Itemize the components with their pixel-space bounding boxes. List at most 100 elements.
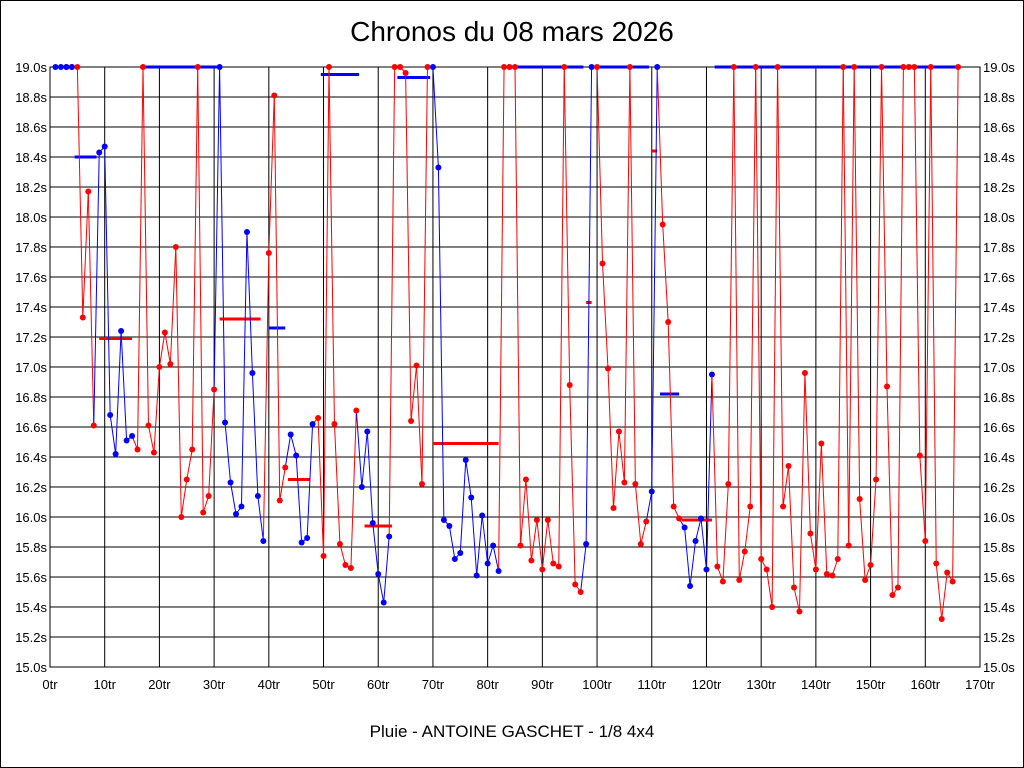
series-line-segment xyxy=(667,321,675,507)
data-point xyxy=(145,422,152,429)
data-point xyxy=(747,503,754,510)
series-line-segment xyxy=(333,423,341,545)
data-point xyxy=(90,422,97,429)
data-point xyxy=(211,386,218,393)
data-point xyxy=(654,64,661,70)
y-tick-label-right: 17.8s xyxy=(983,240,1015,255)
series-line-segment xyxy=(76,66,84,318)
data-point xyxy=(68,64,75,70)
data-point xyxy=(698,515,704,522)
series-line-segment xyxy=(738,551,746,581)
series-line-segment xyxy=(290,434,297,456)
data-point xyxy=(894,584,901,591)
series-line-segment xyxy=(777,66,784,507)
grid-lines xyxy=(49,66,981,668)
chart-title: Chronos du 08 mars 2026 xyxy=(350,16,674,47)
data-point xyxy=(528,557,535,564)
y-tick-label: 16.6s xyxy=(15,420,47,435)
y-tick-label-right: 15.6s xyxy=(983,570,1015,585)
data-point xyxy=(85,188,92,195)
data-point xyxy=(719,578,726,585)
y-tick-label-right: 16.6s xyxy=(983,420,1015,435)
data-point xyxy=(96,149,103,156)
data-point xyxy=(594,64,601,70)
y-tick-label-right: 18.0s xyxy=(983,210,1015,225)
data-point xyxy=(758,556,765,562)
series-line-segment xyxy=(536,519,543,570)
data-point xyxy=(544,517,551,523)
series-line-segment xyxy=(410,365,418,422)
data-point xyxy=(320,553,327,559)
series-line-segment xyxy=(700,518,707,570)
data-point xyxy=(287,431,294,438)
series-line-segment xyxy=(153,366,160,453)
series-line-segment xyxy=(470,497,478,576)
data-point xyxy=(840,64,847,70)
data-point xyxy=(140,64,146,70)
series-line-segment xyxy=(377,573,385,603)
data-point xyxy=(566,382,573,388)
series-line-segment xyxy=(355,410,363,488)
series-line-segment xyxy=(142,66,149,426)
data-point xyxy=(347,565,354,571)
y-tick-label-right: 18.2s xyxy=(983,180,1015,195)
data-point xyxy=(254,493,261,499)
data-point xyxy=(178,514,185,520)
series-line-segment xyxy=(913,66,921,456)
series-line-segment xyxy=(175,246,182,518)
series-line-segment xyxy=(640,521,647,545)
series-points xyxy=(52,64,962,622)
y-tick-label-right: 16.0s xyxy=(983,510,1015,525)
data-point xyxy=(402,70,409,76)
series-line-segment xyxy=(164,332,171,365)
x-tick-label: 110tr xyxy=(637,677,666,692)
data-point xyxy=(271,92,278,99)
y-tick-label-right: 18.8s xyxy=(983,90,1015,105)
data-point xyxy=(621,479,628,486)
data-point xyxy=(282,464,289,471)
y-tick-label: 17.4s xyxy=(15,300,47,315)
y-tick-label: 16.4s xyxy=(15,450,47,465)
y-tick-label-right: 16.8s xyxy=(983,390,1015,405)
series-line-segment xyxy=(525,479,532,561)
data-point xyxy=(227,479,234,486)
series-line-segment xyxy=(257,495,264,542)
data-point xyxy=(52,64,59,70)
series-line-segment xyxy=(793,587,800,612)
data-point xyxy=(479,512,486,519)
series-line-segment xyxy=(230,482,237,515)
data-point xyxy=(916,452,923,459)
data-point xyxy=(249,370,256,376)
data-point xyxy=(161,329,168,336)
data-point xyxy=(342,562,349,568)
data-point xyxy=(79,314,86,321)
series-line-segment xyxy=(459,459,467,554)
series-line-segment xyxy=(224,422,232,483)
data-point xyxy=(632,481,639,487)
data-point xyxy=(763,566,770,573)
x-tick-label: 90tr xyxy=(531,677,554,692)
data-point xyxy=(238,503,245,510)
data-point xyxy=(911,64,918,70)
series-line-segment xyxy=(328,66,335,425)
data-point xyxy=(665,319,672,325)
data-point xyxy=(933,560,940,567)
series-line-segment xyxy=(727,66,735,485)
y-tick-label: 17.0s xyxy=(15,360,47,375)
x-tick-label: 170tr xyxy=(965,677,995,692)
y-tick-label: 17.6s xyxy=(15,270,47,285)
series-line-segment xyxy=(109,414,117,455)
series-line-segment xyxy=(941,572,948,620)
data-point xyxy=(74,64,81,70)
data-point xyxy=(315,415,322,421)
x-tick-label: 40tr xyxy=(258,677,281,692)
data-point xyxy=(785,463,792,469)
data-point xyxy=(703,566,710,573)
series-line-segment xyxy=(875,66,883,480)
data-point xyxy=(801,370,808,376)
series-line-segment xyxy=(323,66,330,557)
data-point xyxy=(309,421,316,427)
series-line-segment xyxy=(361,431,368,488)
y-tick-label: 15.8s xyxy=(15,540,47,555)
data-point xyxy=(643,518,650,525)
